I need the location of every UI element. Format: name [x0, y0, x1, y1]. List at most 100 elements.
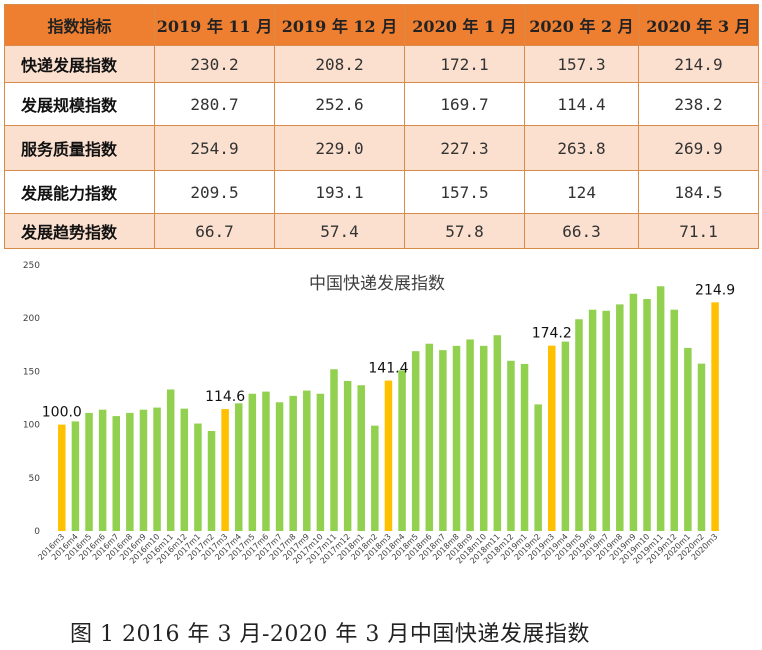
table-header-cell: 2020 年 3 月: [638, 4, 759, 46]
x-axis: 2016m32016m42016m52016m62016m72016m82016…: [36, 532, 719, 565]
data-label: 114.6: [205, 389, 245, 405]
bar: [248, 393, 257, 531]
bar: [153, 407, 161, 531]
table-cell: 230.2: [154, 45, 275, 83]
table-cell: 184.5: [638, 170, 759, 214]
bar: [262, 391, 270, 531]
y-tick-label: 200: [23, 314, 40, 324]
bar: [520, 363, 529, 531]
data-label: 174.2: [532, 326, 572, 342]
table-cell: 229.0: [274, 125, 405, 171]
bar: [670, 309, 678, 531]
bar: [452, 345, 461, 531]
row-label: 快递发展指数: [4, 45, 155, 83]
bar: [303, 390, 311, 531]
data-labels: 100.0 114.6 141.4 174.2 214.9: [42, 282, 735, 420]
bar: [548, 345, 556, 531]
figure-caption: 图 1 2016 年 3 月-2020 年 3 月中国快递发展指数: [70, 622, 590, 647]
table-cell: 208.2: [274, 45, 405, 83]
table-row: 发展趋势指数 66.7 57.4 57.8 66.3 71.1: [4, 213, 759, 249]
table-cell: 227.3: [404, 125, 525, 171]
y-tick-label: 250: [23, 261, 40, 271]
y-axis: 0 50 100 150 200 250: [23, 261, 40, 537]
bar: [643, 299, 651, 531]
bar: [439, 350, 447, 531]
row-label: 发展趋势指数: [4, 213, 155, 249]
table-cell: 66.3: [524, 213, 639, 249]
bar: [629, 293, 638, 531]
table-header-cell: 指数指标: [4, 4, 155, 46]
bar: [588, 309, 597, 531]
y-tick-label: 100: [23, 421, 40, 431]
bar: [234, 403, 243, 531]
bar: [493, 335, 502, 531]
bar: [384, 380, 393, 531]
bar: [684, 347, 692, 531]
bar: [275, 402, 284, 531]
bar: [194, 423, 202, 531]
bar: [711, 302, 719, 531]
bar: [221, 409, 229, 531]
data-label: 214.9: [695, 282, 735, 298]
table-cell: 280.7: [154, 82, 275, 126]
bar: [561, 341, 570, 531]
table-cell: 169.7: [404, 82, 525, 126]
row-label: 发展能力指数: [4, 170, 155, 214]
express-index-bar-chart: 中国快递发展指数 0 50 100 150 200 250 100.0 114.6 141.4…: [23, 261, 735, 566]
bar: [343, 380, 352, 531]
bar: [357, 385, 365, 531]
table-cell: 254.9: [154, 125, 275, 171]
bar: [207, 430, 216, 531]
bar: [98, 409, 107, 531]
table-cell: 71.1: [638, 213, 759, 249]
table-row: 发展能力指数 209.5 193.1 157.5 124 184.5: [4, 170, 759, 214]
table-cell: 172.1: [404, 45, 525, 83]
y-tick-label: 0: [34, 527, 40, 537]
bar: [316, 393, 325, 531]
table-cell: 193.1: [274, 170, 405, 214]
table-header-cell: 2020 年 2 月: [524, 4, 639, 46]
bar: [398, 370, 406, 531]
row-label: 发展规模指数: [4, 82, 155, 126]
y-tick-label: 150: [23, 367, 40, 377]
bar: [58, 424, 66, 531]
bar: [71, 421, 80, 531]
table-cell: 157.3: [524, 45, 639, 83]
bar: [534, 404, 542, 531]
bar: [166, 389, 175, 531]
bar: [371, 425, 379, 531]
table-cell: 269.9: [638, 125, 759, 171]
bars: [58, 286, 719, 531]
table-header-cell: 2020 年 1 月: [404, 4, 525, 46]
bar: [126, 412, 134, 531]
table-cell: 157.5: [404, 170, 525, 214]
table-cell: 252.6: [274, 82, 405, 126]
table-header-row: 指数指标 2019 年 11 月 2019 年 12 月 2020 年 1 月 …: [4, 4, 759, 46]
table-cell: 209.5: [154, 170, 275, 214]
bar: [112, 416, 120, 531]
table-cell: 66.7: [154, 213, 275, 249]
table-row: 快递发展指数 230.2 208.2 172.1 157.3 214.9: [4, 45, 759, 83]
bar: [425, 343, 434, 531]
table-cell: 263.8: [524, 125, 639, 171]
bar: [411, 351, 420, 531]
data-label: 100.0: [42, 405, 82, 421]
table-row: 服务质量指数 254.9 229.0 227.3 263.8 269.9: [4, 125, 759, 171]
table-cell: 214.9: [638, 45, 759, 83]
row-label: 服务质量指数: [4, 125, 155, 171]
bar: [507, 360, 515, 531]
chart-title: 中国快递发展指数: [309, 274, 445, 294]
bar: [616, 304, 624, 531]
table-cell: 57.8: [404, 213, 525, 249]
bar: [330, 369, 338, 531]
y-tick-label: 50: [29, 474, 41, 484]
bar: [139, 409, 148, 531]
bar: [602, 310, 610, 531]
bar: [697, 363, 706, 531]
table-cell: 114.4: [524, 82, 639, 126]
data-label: 141.4: [368, 361, 408, 377]
bar: [289, 395, 297, 531]
table-cell: 124: [524, 170, 639, 214]
bar: [180, 408, 189, 531]
table-row: 发展规模指数 280.7 252.6 169.7 114.4 238.2: [4, 82, 759, 126]
